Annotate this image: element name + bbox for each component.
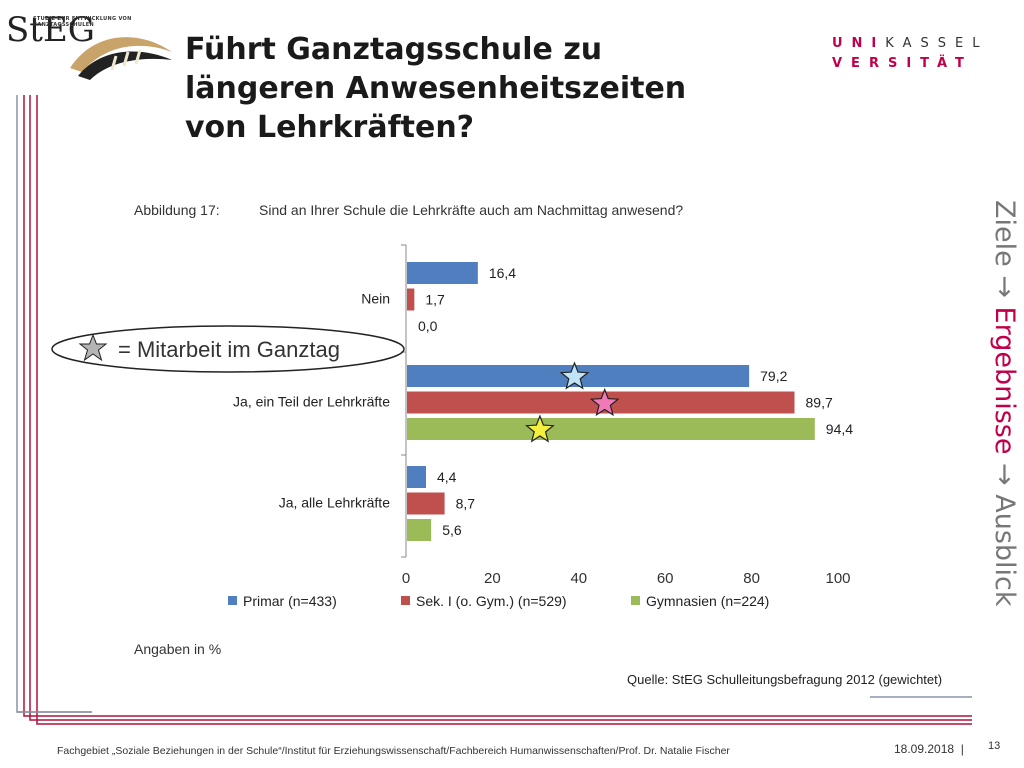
data-label: 0,0 xyxy=(418,318,438,334)
legend-label: Sek. I (o. Gym.) (n=529) xyxy=(416,593,567,609)
page-title-line-2: längeren Anwesenheitszeiten xyxy=(185,71,687,106)
data-label: 79,2 xyxy=(760,368,787,384)
star-legend-icon xyxy=(78,333,108,362)
bar xyxy=(407,492,445,515)
footer-text: Fachgebiet „Soziale Beziehungen in der S… xyxy=(57,745,730,757)
category-label: Nein xyxy=(361,291,390,307)
star-marker-icon xyxy=(559,361,590,390)
star-marker-icon xyxy=(589,387,620,417)
category-label: Ja, ein Teil der Lehrkräfte xyxy=(233,394,390,410)
bar xyxy=(407,519,432,541)
x-tick-label: 80 xyxy=(743,570,760,587)
figure-caption: Abbildung 17: xyxy=(134,202,220,218)
uni-kassel-logo: UNIKASSEL VERSITÄT xyxy=(832,34,988,74)
bar xyxy=(407,418,815,440)
steg-logo-graphic xyxy=(70,37,172,80)
category-label: Ja, alle Lehrkräfte xyxy=(279,495,390,511)
data-label: 5,6 xyxy=(442,522,462,538)
footer-date-value: 18.09.2018 xyxy=(894,742,955,756)
units-note: Angaben in % xyxy=(134,641,222,657)
steg-logo-subtitle: STUDIE ZUR ENTWICKLUNG VON GANZTAGSSCHUL… xyxy=(33,16,132,28)
data-label: 94,4 xyxy=(826,421,853,437)
data-label: 16,4 xyxy=(489,265,516,281)
uni-versitaet: VERSITÄT xyxy=(832,56,973,71)
uni-kassel-gray: KASSEL xyxy=(885,36,989,51)
footer-separator: | xyxy=(960,742,964,756)
star-marker-icon xyxy=(525,414,555,443)
page-number: 13 xyxy=(988,740,1001,752)
page-title-line-1: Führt Ganztagsschule zu xyxy=(185,32,603,67)
data-label: 89,7 xyxy=(806,395,833,411)
data-label: 4,4 xyxy=(437,469,457,485)
legend-label: Primar (n=433) xyxy=(243,593,337,609)
legend-swatch xyxy=(228,596,237,605)
x-tick-label: 20 xyxy=(484,570,501,587)
uni-kassel-red: UNI xyxy=(832,36,886,51)
source-note: Quelle: StEG Schulleitungsbefragung 2012… xyxy=(627,672,943,687)
data-label: 1,7 xyxy=(425,292,445,308)
bar xyxy=(407,288,415,311)
steg-logo-wordmark: StEG xyxy=(6,10,95,50)
page-title-line-3: von Lehrkräften? xyxy=(185,110,475,145)
star-legend-text: = Mitarbeit im Ganztag xyxy=(118,337,340,362)
legend-swatch xyxy=(631,596,640,605)
x-tick-label: 60 xyxy=(657,570,674,587)
x-tick-label: 40 xyxy=(570,570,587,587)
page-title: Führt Ganztagsschule zu längeren Anwesen… xyxy=(185,30,686,147)
legend-swatch xyxy=(401,596,410,605)
footer-date: 18.09.2018 | xyxy=(894,742,964,756)
x-tick-label: 0 xyxy=(402,570,410,587)
legend-label: Gymnasien (n=224) xyxy=(646,593,769,609)
data-label: 8,7 xyxy=(456,496,476,512)
x-tick-label: 100 xyxy=(825,570,850,587)
bar xyxy=(407,262,478,284)
figure-question: Sind an Ihrer Schule die Lehrkräfte auch… xyxy=(259,202,684,218)
star-legend-ellipse xyxy=(51,325,405,373)
steg-logo: StEG STUDIE ZUR ENTWICKLUNG VON GANZTAGS… xyxy=(0,0,180,90)
bar xyxy=(407,466,427,488)
